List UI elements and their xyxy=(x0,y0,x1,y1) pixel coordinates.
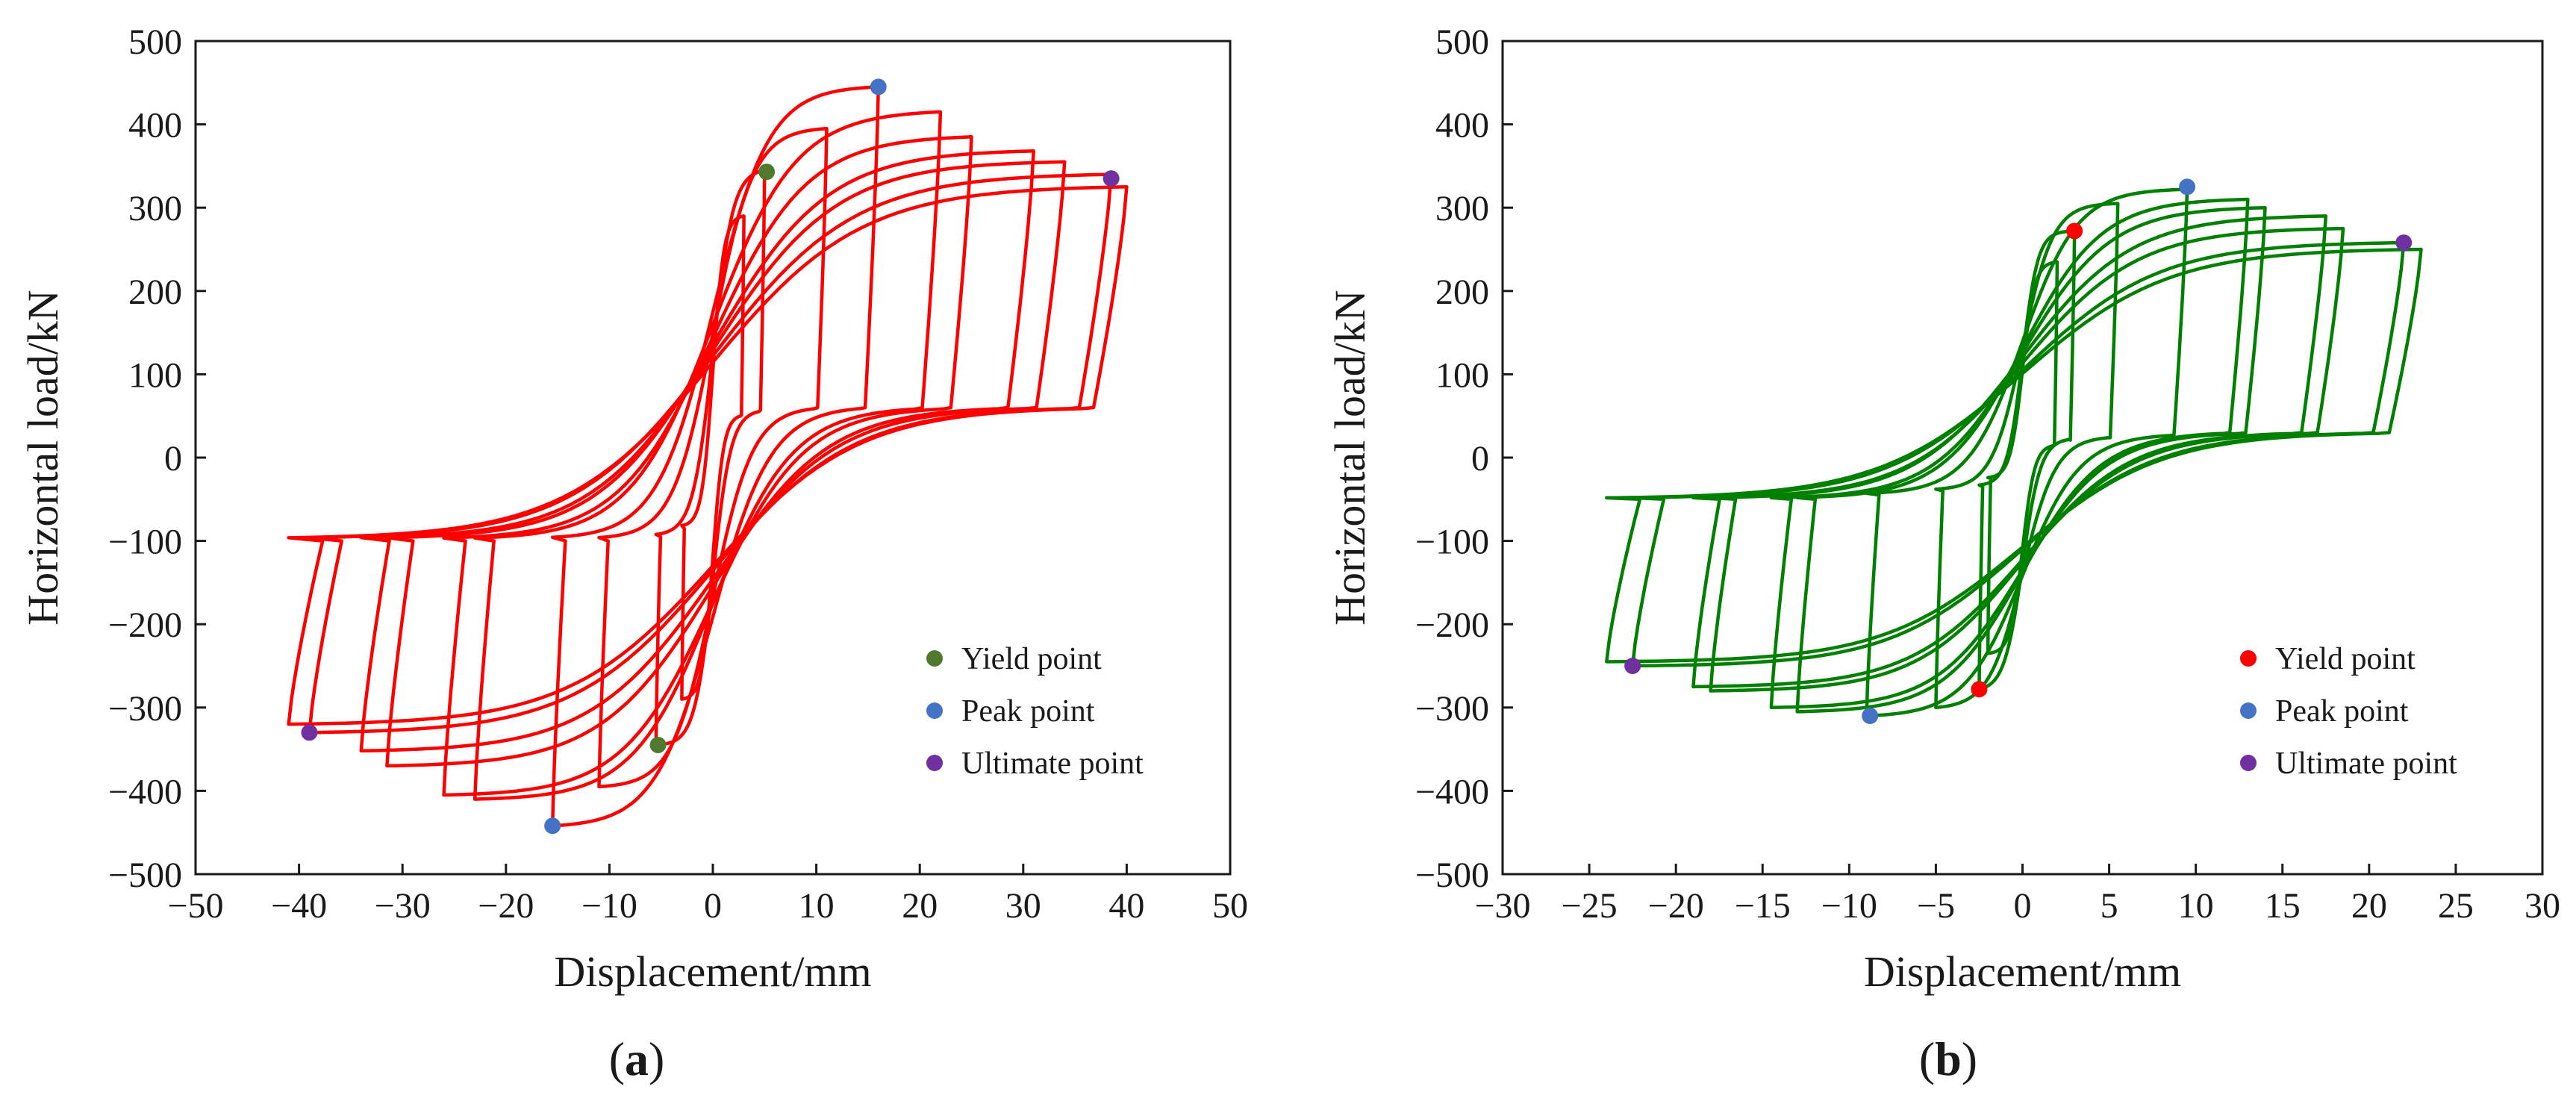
peak-point-marker xyxy=(1862,707,1879,724)
hysteresis-loop-1 xyxy=(680,214,746,701)
yield-point-marker xyxy=(649,737,667,754)
panel-label-a: (a) xyxy=(609,1032,665,1085)
legend-yield-point-marker xyxy=(2240,650,2257,667)
y-tick-label: 0 xyxy=(1471,439,1489,479)
y-axis-title: Horizontal load/kN xyxy=(1326,290,1374,625)
y-tick-label: −500 xyxy=(1415,855,1489,895)
x-tick-label: −30 xyxy=(1474,886,1530,926)
x-tick-label: 15 xyxy=(2265,886,2301,926)
x-tick-label: −50 xyxy=(167,886,223,926)
y-tick-label: 500 xyxy=(1435,22,1489,62)
legend-ultimate-point-marker xyxy=(926,755,943,771)
y-tick-label: 200 xyxy=(1435,272,1489,312)
y-tick-label: −300 xyxy=(108,689,182,729)
peak-point-marker xyxy=(870,78,887,96)
x-tick-label: −40 xyxy=(271,886,327,926)
legend-ultimate-point-marker xyxy=(2240,755,2257,771)
legend-ultimate-point-label: Ultimate point xyxy=(2275,746,2457,781)
hysteresis-loop-10 xyxy=(1605,247,2423,664)
chart-panel-a: −50 −40 −30 −20 −10 0 10 20 30 40 50−500−400−300−2… xyxy=(19,22,1248,1085)
x-tick-label: 0 xyxy=(704,886,722,926)
hysteresis-loop-6 xyxy=(1769,205,2267,710)
hysteresis-loop-2 xyxy=(1977,229,2077,691)
y-axis-title: Horizontal load/kN xyxy=(19,290,67,625)
x-tick-label: 30 xyxy=(1005,886,1041,926)
x-tick-label: 30 xyxy=(2524,886,2560,926)
legend-peak-point-label: Peak point xyxy=(2275,694,2409,729)
hysteresis-loop-8 xyxy=(359,160,1067,753)
y-tick-label: 400 xyxy=(1435,106,1489,146)
yield-point-marker xyxy=(758,163,776,181)
x-tick-label: 20 xyxy=(902,886,938,926)
hysteresis-loop-4 xyxy=(550,85,881,828)
y-tick-label: 500 xyxy=(128,22,182,62)
legend-peak-point-marker xyxy=(926,702,943,719)
x-tick-label: 10 xyxy=(799,886,835,926)
hysteresis-loop-10 xyxy=(287,185,1129,726)
x-tick-label: 25 xyxy=(2438,886,2474,926)
chart-panel-b: −30 −25 −20 −15 −10 −5 0 5 10 15 20 25 30 −500 −400 −30… xyxy=(1326,22,2560,1085)
peak-point-marker xyxy=(544,817,561,835)
y-tick-label: −100 xyxy=(1415,523,1489,562)
y-tick-label: −100 xyxy=(108,523,182,562)
ultimate-point-marker xyxy=(2395,234,2413,252)
x-tick-label: 50 xyxy=(1212,886,1248,926)
hysteresis-loop-6 xyxy=(442,135,973,797)
legend-yield-point-marker xyxy=(926,650,943,667)
y-tick-label: −200 xyxy=(108,605,182,645)
hysteresis-loop-5 xyxy=(473,110,943,801)
ultimate-point-marker xyxy=(301,724,318,741)
x-tick-label: −10 xyxy=(581,886,637,926)
y-tick-label: −500 xyxy=(108,855,182,895)
hysteresis-loop-4 xyxy=(1865,187,2189,718)
x-tick-label: 5 xyxy=(2101,886,2118,926)
x-tick-label: −15 xyxy=(1735,886,1791,926)
y-tick-label: 100 xyxy=(128,355,182,395)
ultimate-point-marker xyxy=(1103,170,1120,187)
y-tick-label: 0 xyxy=(164,439,182,479)
ultimate-point-marker xyxy=(1624,658,1641,674)
y-tick-label: −200 xyxy=(1415,605,1489,645)
y-tick-label: −400 xyxy=(1415,772,1489,811)
hysteresis-loop-3 xyxy=(1934,202,2120,710)
x-tick-label: −20 xyxy=(1648,886,1704,926)
x-tick-label: −20 xyxy=(478,886,534,926)
legend-ultimate-point-label: Ultimate point xyxy=(961,746,1144,781)
y-tick-label: 300 xyxy=(1435,189,1489,228)
y-tick-label: 300 xyxy=(128,189,182,228)
y-tick-label: 100 xyxy=(1435,355,1489,395)
legend-peak-point-label: Peak point xyxy=(961,694,1095,729)
panel-label-b: (b) xyxy=(1919,1032,1977,1085)
x-axis-title: Displacement/mm xyxy=(1864,947,2181,996)
hysteresis-loop-2 xyxy=(654,168,767,747)
hysteresis-loop-8 xyxy=(1691,226,2345,689)
legend-yield-point-label: Yield point xyxy=(2275,642,2416,676)
yield-point-marker xyxy=(2066,222,2083,240)
x-tick-label: −30 xyxy=(375,886,431,926)
x-axis-title: Displacement/mm xyxy=(554,947,871,996)
y-tick-label: −300 xyxy=(1415,689,1489,729)
y-tick-label: 200 xyxy=(128,272,182,312)
y-tick-label: 400 xyxy=(128,106,182,146)
x-tick-label: 20 xyxy=(2351,886,2387,926)
x-tick-label: −25 xyxy=(1562,886,1618,926)
x-tick-label: 10 xyxy=(2178,886,2214,926)
x-tick-label: 40 xyxy=(1108,886,1144,926)
hysteresis-curves xyxy=(287,85,1129,828)
hysteresis-loop-3 xyxy=(597,126,829,789)
x-tick-label: −10 xyxy=(1821,886,1877,926)
legend-peak-point-marker xyxy=(2240,702,2257,719)
peak-point-marker xyxy=(2179,178,2196,196)
yield-point-marker xyxy=(1971,681,1988,698)
x-tick-label: 0 xyxy=(2014,886,2032,926)
hysteresis-curves xyxy=(1605,187,2423,718)
x-tick-label: −5 xyxy=(1917,886,1955,926)
legend-yield-point-label: Yield point xyxy=(961,642,1102,676)
y-tick-label: −400 xyxy=(108,772,182,811)
